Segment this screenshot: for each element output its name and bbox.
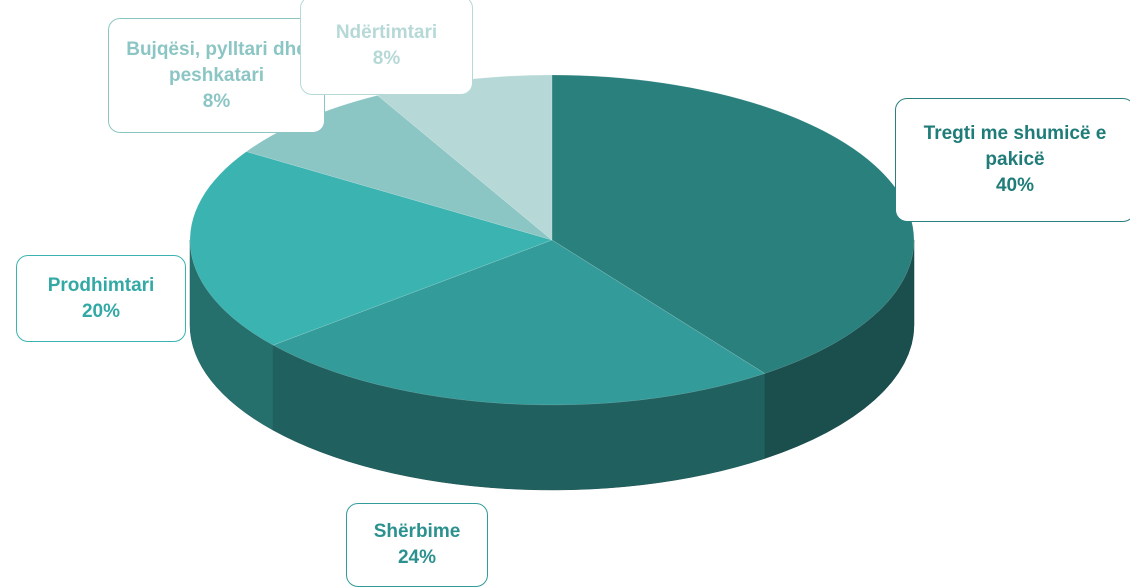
slice — [272, 239, 766, 406]
label-category: Bujqësi, pylltari dhe peshkatari — [126, 38, 307, 86]
label-category: Prodhimtari — [47, 274, 155, 296]
label-category: Shërbime — [373, 521, 461, 542]
label-category: Ndërtimtari — [335, 21, 438, 43]
data-label: Shërbime 24% — [346, 503, 488, 587]
data-label: Tregti me shumicë e pakicë 40% — [895, 98, 1130, 222]
label-value: 24% — [397, 547, 437, 568]
label-value: 20% — [81, 300, 121, 322]
slice — [189, 151, 553, 346]
data-label: Prodhimtari 20% — [16, 255, 186, 342]
data-label: Ndërtimtari 8% — [300, 0, 473, 95]
label-value: 8% — [202, 90, 231, 112]
label-value: 40% — [995, 175, 1035, 196]
label-value: 8% — [372, 47, 401, 69]
label-category: Tregti me shumicë e pakicë — [923, 123, 1107, 170]
data-label: Bujqësi, pylltari dhe peshkatari 8% — [108, 18, 325, 133]
